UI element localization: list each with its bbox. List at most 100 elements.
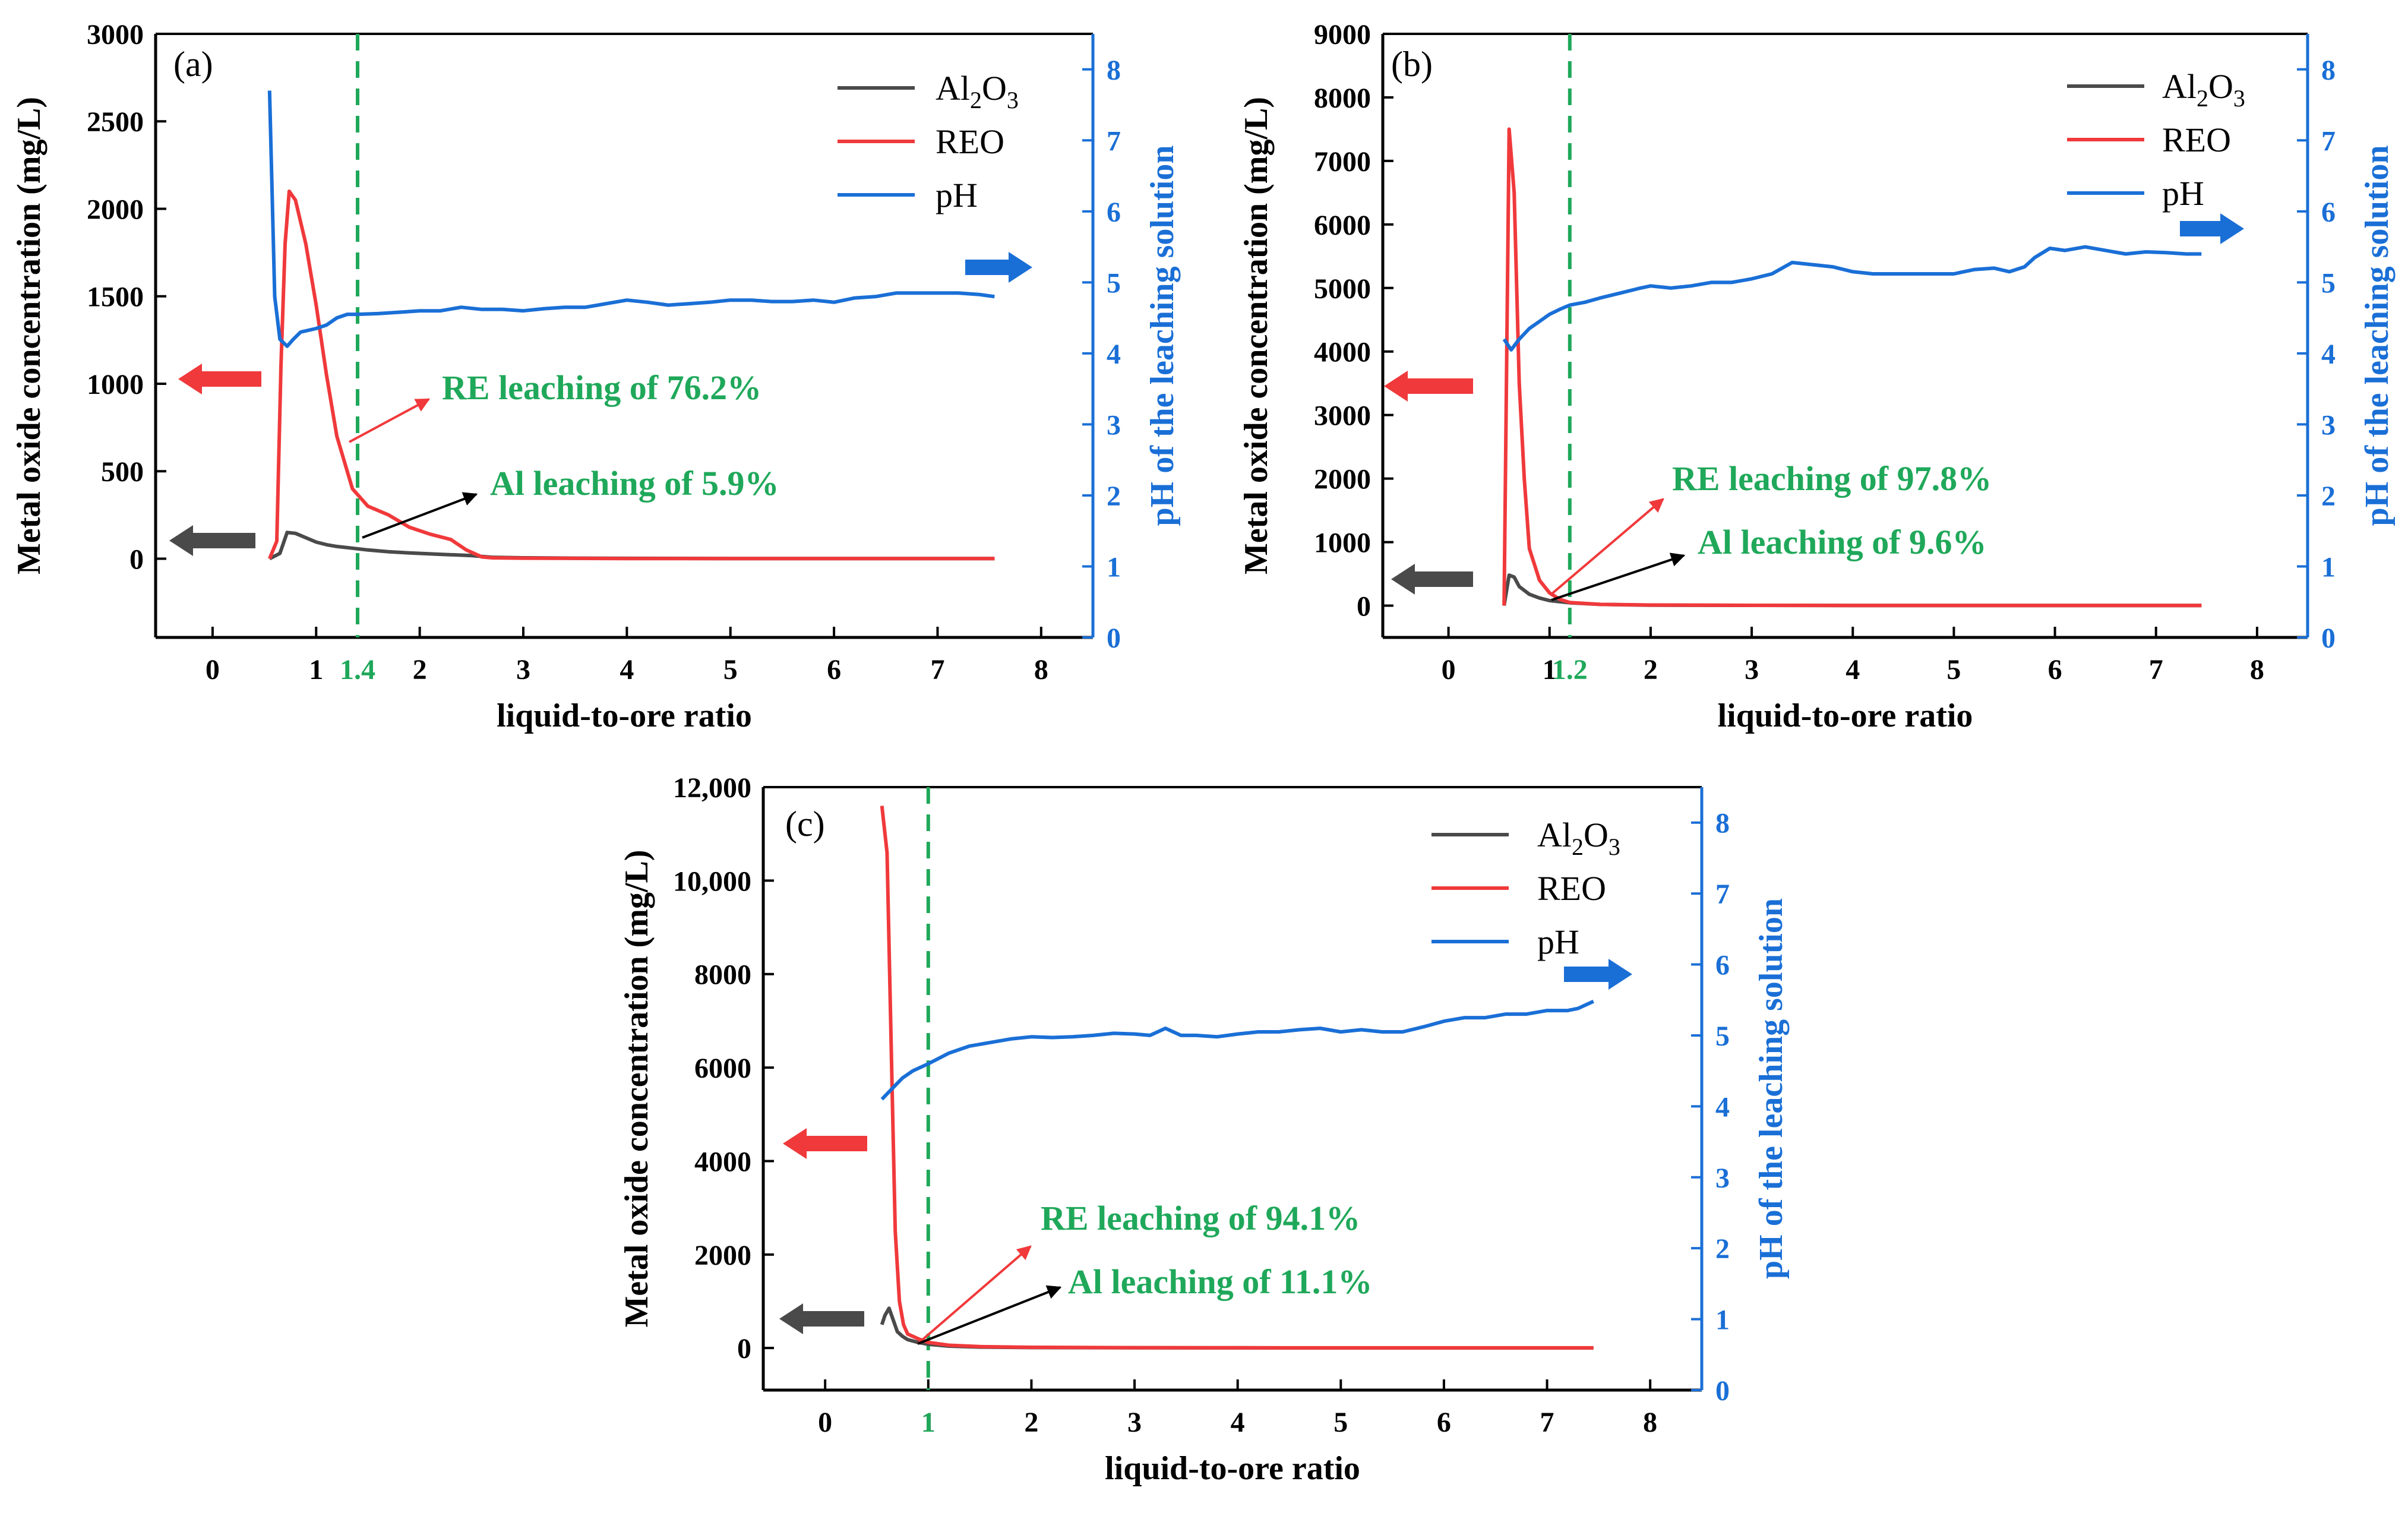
al-annotation-arrow	[1551, 552, 1686, 601]
y2-tick-label: 2	[2321, 481, 2336, 512]
y-tick-label: 4000	[1314, 337, 1371, 368]
al-axis-arrow	[779, 1303, 864, 1334]
panel-label: (a)	[173, 45, 213, 84]
y-tick-label: 3000	[87, 19, 144, 50]
x-tick-label: 2	[413, 654, 427, 686]
series-line-al2o3	[268, 530, 995, 561]
y-tick-label: 2000	[694, 1240, 751, 1271]
y2-tick-label: 1	[2321, 551, 2336, 583]
x-tick-label: 0	[1442, 654, 1456, 686]
x-tick-label: 6	[1437, 1407, 1451, 1438]
reo-axis-arrow	[178, 364, 261, 394]
y2-tick-label: 6	[2321, 197, 2336, 228]
y2-tick-label: 5	[1715, 1021, 1730, 1052]
panel-label: (c)	[785, 804, 825, 844]
y-tick-label: 6000	[694, 1053, 751, 1084]
re-leaching-annotation: RE leaching of 97.8%	[1672, 459, 1992, 498]
x-tick-label: 5	[723, 654, 738, 686]
x-axis-title: liquid-to-ore ratio	[1105, 1450, 1360, 1487]
legend-label-reo: REO	[936, 122, 1004, 161]
chart-panel-a: 0 1 2 3 4 5 6 7 8 1.4 0 500 1000 1500 2000 2500 3000 0 1 2 3…	[11, 19, 1181, 734]
y-tick-label: 2000	[1314, 464, 1371, 495]
legend-label-ph: pH	[1537, 923, 1579, 961]
x-tick-label: 8	[1034, 654, 1048, 686]
y2-tick-label: 0	[2321, 623, 2336, 654]
guide-tick-label: 1	[921, 1407, 936, 1438]
al-leaching-annotation: Al leaching of 5.9%	[490, 464, 779, 503]
y2-tick-label: 4	[1715, 1091, 1730, 1123]
y2-tick-label: 8	[1107, 55, 1121, 86]
re-annotation-arrow	[917, 1245, 1032, 1345]
y2-tick-label: 8	[1715, 808, 1730, 839]
x-tick-label: 0	[818, 1407, 832, 1438]
x-tick-label: 1	[1543, 654, 1557, 686]
chart-panel-c: 0 1 2 3 4 5 6 7 8 1 0 2000 4000 6000 8000 10,000 12,000 0…	[618, 772, 1790, 1487]
y-tick-label: 1500	[87, 282, 144, 313]
y2-tick-label: 0	[1107, 623, 1121, 654]
x-tick-label: 4	[1231, 1407, 1245, 1438]
y2-tick-label: 2	[1107, 481, 1121, 512]
al-leaching-annotation: Al leaching of 9.6%	[1698, 523, 1987, 561]
reo-axis-arrow	[1384, 371, 1473, 402]
y2-axis-title: pH of the leaching solution	[1753, 898, 1790, 1279]
legend-label-reo: REO	[1537, 869, 1606, 908]
y2-tick-label: 6	[1715, 950, 1730, 981]
y2-tick-label: 5	[1107, 267, 1121, 299]
y-tick-label: 4000	[694, 1146, 751, 1177]
x-axis-title: liquid-to-ore ratio	[1718, 697, 1973, 734]
x-tick-label: 3	[1127, 1407, 1142, 1438]
y-tick-label: 2500	[87, 106, 144, 138]
legend-label-ph: pH	[936, 176, 978, 214]
x-tick-label: 1	[309, 654, 323, 686]
y-tick-label: 5000	[1314, 273, 1371, 305]
y2-tick-label: 5	[2321, 267, 2336, 299]
legend: Al2O3 REO pH	[2067, 67, 2245, 213]
al-annotation-arrow	[917, 1285, 1062, 1345]
x-tick-label: 3	[516, 654, 530, 686]
y-axis-title: Metal oxide concentration (mg/L)	[11, 97, 48, 574]
x-tick-label: 0	[206, 654, 220, 686]
al-leaching-annotation: Al leaching of 11.1%	[1068, 1262, 1372, 1301]
y-tick-label: 0	[1357, 591, 1371, 623]
y2-tick-label: 2	[1715, 1233, 1730, 1265]
panel-label: (b)	[1391, 45, 1433, 84]
al-axis-arrow	[1391, 564, 1473, 595]
y2-tick-label: 3	[1107, 409, 1121, 441]
series-line-al2o3	[880, 1306, 1594, 1350]
x-tick-label: 8	[1643, 1407, 1657, 1438]
y-tick-label: 500	[101, 456, 144, 488]
y2-tick-label: 4	[1107, 339, 1121, 370]
x-tick-label: 4	[620, 654, 634, 686]
x-tick-label: 1	[921, 1407, 936, 1438]
guide-tick-label: 1.2	[1552, 654, 1588, 686]
legend-label-al2o3: Al2O3	[2162, 67, 2245, 112]
y-axis-title: Metal oxide concentration (mg/L)	[1238, 97, 1275, 574]
x-tick-label: 6	[827, 654, 841, 686]
x-tick-label: 5	[1946, 654, 1961, 686]
x-tick-label: 2	[1644, 654, 1658, 686]
x-axis-title: liquid-to-ore ratio	[497, 697, 752, 734]
ph-axis-arrow	[965, 252, 1032, 283]
re-annotation-arrow	[1550, 498, 1664, 595]
series-line-ph	[880, 999, 1594, 1101]
series-line-reo	[1502, 127, 2202, 608]
re-leaching-annotation: RE leaching of 94.1%	[1041, 1199, 1360, 1237]
y-tick-label: 2000	[87, 194, 144, 225]
legend-label-al2o3: Al2O3	[936, 69, 1019, 113]
series-line-ph	[267, 90, 995, 348]
y2-tick-label: 1	[1107, 551, 1121, 583]
re-annotation-arrow	[349, 398, 431, 443]
x-tick-label: 3	[1745, 654, 1759, 686]
legend-label-ph: pH	[2162, 174, 2204, 213]
al-annotation-arrow	[362, 492, 478, 539]
y2-tick-label: 7	[1715, 879, 1730, 910]
y-tick-label: 10,000	[673, 866, 751, 897]
x-tick-label: 6	[2048, 654, 2062, 686]
y2-tick-label: 7	[2321, 125, 2336, 157]
series-line-ph	[1502, 245, 2202, 352]
guide-tick-label: 1.4	[340, 654, 375, 686]
al-axis-arrow	[169, 525, 255, 556]
y2-tick-label: 0	[1715, 1375, 1730, 1407]
y2-axis-title: pH of the leaching solution	[2359, 146, 2396, 526]
